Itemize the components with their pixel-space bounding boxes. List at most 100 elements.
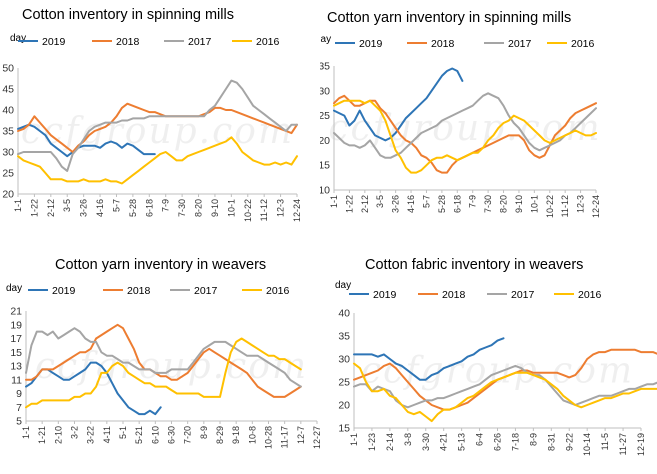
y-unit-label: day [335, 280, 351, 291]
x-tick-label: 10-14 [582, 433, 592, 456]
x-tick-label: 12-19 [636, 433, 646, 456]
x-tick-label: 8-9 [528, 433, 538, 446]
y-tick-label: 45 [2, 84, 14, 96]
x-tick-label: 2-12 [360, 195, 370, 213]
y-unit-label: day [6, 283, 22, 294]
x-tick-label: 9-22 [564, 433, 574, 451]
y-tick-label: 11 [11, 374, 22, 386]
x-tick-label: 3-5 [375, 195, 385, 208]
legend-label-2017: 2017 [508, 38, 532, 50]
series-line-2018 [17, 102, 298, 153]
legend-label-2017: 2017 [511, 289, 535, 301]
x-tick-label: 12-24 [292, 199, 302, 222]
x-tick-label: 3-26 [391, 195, 401, 213]
x-tick-label: 5-21 [134, 426, 144, 444]
x-tick-label: 1-1 [349, 433, 359, 446]
legend-label-2019: 2019 [373, 289, 397, 301]
x-tick-label: 5-7 [111, 199, 121, 212]
x-tick-label: 8-9 [199, 426, 209, 439]
x-tick-label: 2-10 [53, 426, 63, 444]
x-tick-label: 9-10 [514, 195, 524, 213]
x-tick-label: 1-22 [29, 199, 39, 217]
series-line-2019 [17, 123, 156, 158]
x-tick-label: 6-26 [493, 433, 503, 451]
y-tick-label: 25 [338, 377, 350, 389]
x-tick-label: 7-18 [510, 433, 520, 451]
x-tick-label: 12-24 [591, 195, 601, 218]
x-tick-label: 8-31 [546, 433, 556, 451]
x-tick-label: 5-7 [421, 195, 431, 208]
legend-label-2017: 2017 [188, 36, 212, 48]
x-tick-label: 5-28 [437, 195, 447, 213]
x-tick-label: 1-1 [21, 426, 31, 439]
legend-label-2016: 2016 [578, 289, 602, 301]
x-tick-label: 7-9 [161, 199, 171, 212]
series-line-2017 [17, 79, 298, 172]
x-tick-label: 1-22 [344, 195, 354, 213]
series-line-2016 [17, 136, 298, 185]
legend-label-2017: 2017 [194, 285, 218, 297]
x-tick-label: 10-8 [247, 426, 257, 444]
legend-label-2018: 2018 [127, 285, 151, 297]
chart-panel-yarn-spinning: ccfgroup.com Cotton yarn inventory in spi… [320, 0, 657, 237]
series-line-2019 [333, 67, 464, 142]
x-tick-label: 12-27 [312, 426, 320, 449]
y-tick-label: 17 [10, 333, 22, 345]
y-tick-label: 15 [320, 160, 330, 172]
y-tick-label: 25 [320, 110, 330, 122]
y-tick-label: 9 [16, 388, 22, 400]
x-tick-label: 4-16 [95, 199, 105, 217]
y-tick-label: 30 [338, 354, 350, 366]
y-tick-label: 40 [338, 308, 350, 320]
x-tick-label: 3-30 [421, 433, 431, 451]
y-tick-label: 10 [320, 185, 330, 197]
y-tick-label: 50 [2, 63, 14, 75]
y-tick-label: 21 [10, 306, 22, 318]
x-tick-label: 11-5 [600, 433, 610, 450]
watermark: ccfgroup.com [361, 351, 634, 392]
x-tick-label: 2-14 [385, 433, 395, 451]
chart-svg: ccfgroup.com Cotton yarn inventory in wea… [6, 257, 320, 449]
x-tick-label: 10-1 [529, 195, 539, 213]
y-tick-label: 13 [10, 361, 22, 373]
y-tick-label: 15 [338, 423, 350, 435]
series-line-2016 [25, 337, 302, 409]
x-tick-label: 10-22 [545, 195, 555, 218]
x-tick-label: 5-1 [118, 426, 128, 439]
x-tick-label: 11-12 [259, 199, 269, 221]
chart-panel-cotton-spinning: ccfgroup.com Cotton inventory in spinning… [0, 0, 320, 237]
watermark: ccfgroup.com [21, 111, 294, 152]
y-tick-label: 19 [10, 319, 22, 331]
chart-panel-yarn-weavers: ccfgroup.com Cotton yarn inventory in wea… [0, 237, 320, 474]
x-tick-label: 6-30 [167, 426, 177, 444]
x-tick-label: 3-5 [62, 199, 72, 212]
x-tick-label: 8-20 [499, 195, 509, 213]
y-unit-label: day [10, 33, 26, 44]
y-tick-label: 20 [338, 400, 350, 412]
y-tick-label: 35 [338, 331, 350, 343]
legend-label-2019: 2019 [359, 38, 383, 50]
x-tick-label: 2-12 [46, 199, 56, 217]
x-tick-label: 6-18 [452, 195, 462, 213]
x-tick-label: 10-28 [264, 426, 274, 449]
y-tick-label: 35 [2, 126, 14, 138]
chart-svg: ccfgroup.com Cotton inventory in spinning… [2, 7, 302, 222]
x-tick-label: 1-23 [367, 433, 377, 451]
chart-title: Cotton yarn inventory in spinning mills [327, 10, 571, 26]
series-line-2017 [353, 364, 657, 409]
x-tick-label: 6-18 [144, 199, 154, 217]
y-tick-label: 35 [320, 61, 330, 73]
x-tick-label: 3-26 [79, 199, 89, 217]
legend-label-2018: 2018 [116, 36, 140, 48]
y-unit-label: day [320, 34, 331, 45]
x-tick-label: 7-30 [483, 195, 493, 213]
series-line-2017 [333, 92, 597, 159]
x-tick-label: 4-21 [439, 433, 449, 451]
y-tick-label: 5 [16, 416, 22, 428]
x-tick-label: 7-20 [183, 426, 193, 444]
x-tick-label: 3-2 [70, 426, 80, 439]
x-tick-label: 6-4 [475, 433, 485, 446]
x-tick-label: 1-21 [37, 426, 47, 444]
x-tick-label: 4-16 [406, 195, 416, 213]
x-tick-label: 7-30 [177, 199, 187, 217]
